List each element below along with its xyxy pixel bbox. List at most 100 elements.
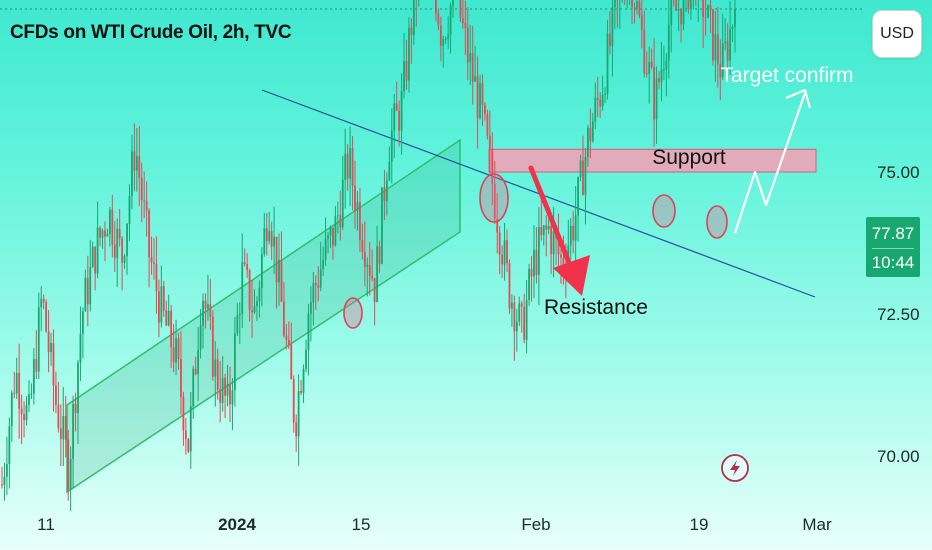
candle-body xyxy=(45,302,48,332)
candle-body xyxy=(3,476,6,485)
resistance-label: Resistance xyxy=(544,296,648,319)
candle-body xyxy=(643,29,646,74)
candle-body xyxy=(645,73,648,75)
candle-body xyxy=(515,321,518,332)
candle-body xyxy=(724,41,727,44)
candle-body xyxy=(287,340,290,345)
candle-body xyxy=(138,156,141,179)
candle-body xyxy=(400,91,403,131)
candle-body xyxy=(648,61,651,74)
candle-body xyxy=(633,7,636,9)
candle-body xyxy=(101,230,104,238)
candle-body xyxy=(15,373,18,394)
y-tick-label: 70.00 xyxy=(877,447,920,466)
candle-body xyxy=(278,259,280,283)
candle-body xyxy=(704,16,707,18)
candle-body xyxy=(111,209,114,245)
candle-body xyxy=(361,239,364,253)
candle-body xyxy=(572,225,575,241)
candle-body xyxy=(562,257,565,268)
candle-body xyxy=(226,383,229,396)
candle-body xyxy=(30,393,33,395)
candle-body xyxy=(197,349,200,375)
x-tick-label: 11 xyxy=(37,515,55,534)
candle-body xyxy=(459,0,462,19)
candle-body xyxy=(719,64,722,78)
candle-body xyxy=(113,244,116,258)
candle-body xyxy=(231,390,234,405)
candle-body xyxy=(506,240,508,264)
candle-body xyxy=(584,156,587,195)
candle-body xyxy=(716,34,719,65)
candle-body xyxy=(150,256,153,263)
candle-body xyxy=(660,69,663,83)
candle-body xyxy=(104,230,106,237)
candle-body xyxy=(378,246,381,264)
candle-body xyxy=(447,34,450,39)
candle-body xyxy=(606,33,609,94)
candle-body xyxy=(25,404,28,421)
candle-body xyxy=(540,227,543,235)
candle-body xyxy=(332,227,334,246)
candle-body xyxy=(131,151,133,197)
candle-body xyxy=(530,269,533,277)
candle-body xyxy=(376,246,378,303)
candle-body xyxy=(121,238,124,263)
candle-body xyxy=(79,333,82,363)
candle-body xyxy=(135,156,138,171)
candle-body xyxy=(682,0,685,25)
candle-body xyxy=(248,270,251,311)
candle-body xyxy=(116,228,119,258)
candle-body xyxy=(64,416,67,440)
candle-body xyxy=(214,359,217,377)
candle-body xyxy=(1,484,3,486)
x-tick-label: 2024 xyxy=(218,515,256,534)
candle-body xyxy=(77,362,79,414)
candle-body xyxy=(108,209,111,234)
candle-body xyxy=(204,300,207,309)
candle-body xyxy=(155,263,158,292)
last-price-tag: 77.87 10:44 xyxy=(866,217,920,277)
candle-body xyxy=(74,403,77,414)
candle-body xyxy=(469,53,472,63)
lightning-icon[interactable] xyxy=(721,454,749,482)
candle-body xyxy=(165,310,168,326)
candle-body xyxy=(140,178,143,201)
candle-body xyxy=(52,343,55,386)
candle-body xyxy=(170,310,173,348)
candle-body xyxy=(123,256,126,263)
candle-body xyxy=(172,347,175,363)
candle-body xyxy=(464,22,467,28)
candle-body xyxy=(439,25,442,46)
red-arrow-shaft xyxy=(528,165,575,273)
candle-body xyxy=(10,392,13,427)
candle-body xyxy=(177,338,180,360)
resistance-zone xyxy=(488,148,817,173)
candle-body xyxy=(59,428,62,440)
currency-button[interactable]: USD xyxy=(872,10,922,58)
candle-body xyxy=(359,201,361,240)
candle-body xyxy=(307,313,310,350)
candle-body xyxy=(344,153,347,180)
candle-body xyxy=(143,200,146,202)
candle-body xyxy=(349,148,352,179)
x-tick-label: Feb xyxy=(521,515,550,534)
candle-body xyxy=(395,103,398,111)
candle-body xyxy=(20,408,23,415)
candle-body xyxy=(233,333,236,391)
candle-body xyxy=(209,304,212,317)
candle-body xyxy=(258,288,261,302)
candle-body xyxy=(702,0,705,17)
candle-body xyxy=(687,0,690,10)
candle-body xyxy=(444,38,447,40)
candle-body xyxy=(167,310,170,326)
candle-body xyxy=(32,359,35,394)
candle-body xyxy=(96,227,99,274)
candle-body xyxy=(6,464,8,477)
candle-body xyxy=(199,325,202,350)
candles xyxy=(1,0,736,511)
candle-body xyxy=(503,240,506,265)
candle-body xyxy=(241,262,244,314)
